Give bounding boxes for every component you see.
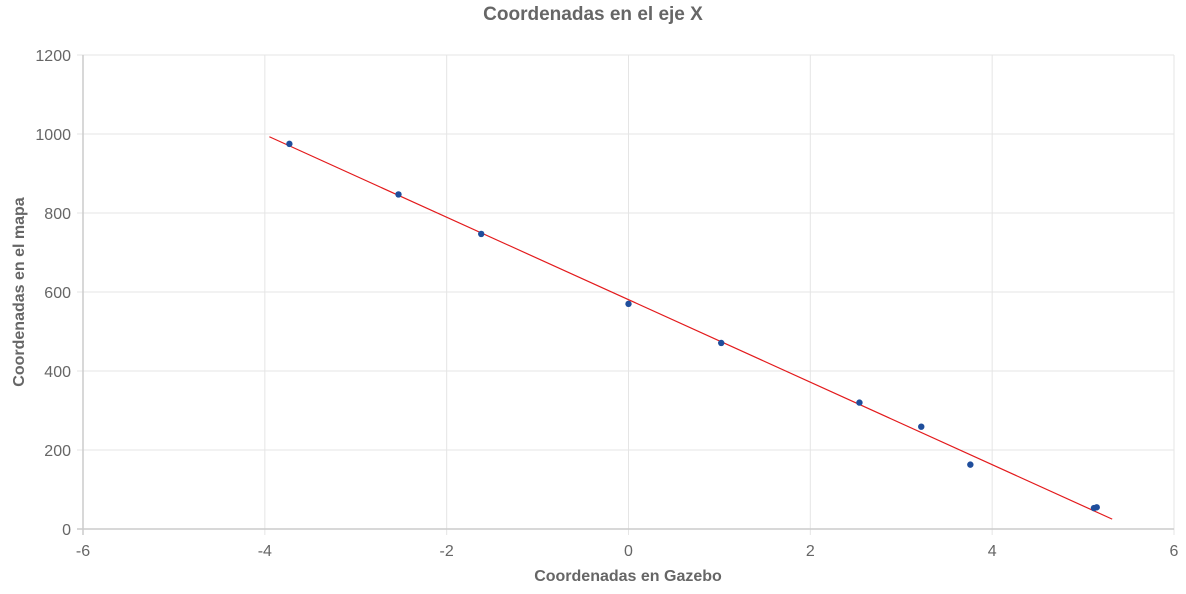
x-tick-label: 6	[1170, 543, 1179, 560]
x-tick-label: 4	[988, 543, 997, 560]
y-tick-label: 1200	[35, 48, 71, 65]
y-tick-label: 200	[44, 443, 71, 460]
trend-line	[269, 136, 1113, 520]
data-point[interactable]	[967, 461, 974, 468]
x-tick-label: 0	[624, 543, 633, 560]
x-tick-label: 2	[806, 543, 815, 560]
data-point[interactable]	[718, 339, 725, 347]
y-tick-label: 0	[62, 522, 71, 539]
y-tick-label: 600	[44, 285, 71, 302]
y-tick-label: 800	[44, 206, 71, 223]
data-point[interactable]	[625, 300, 632, 308]
x-tick-label: -4	[258, 543, 272, 560]
data-point[interactable]	[1093, 504, 1100, 511]
x-axis-title: Coordenadas en Gazebo	[534, 568, 722, 585]
y-tick-label: 1000	[35, 127, 71, 144]
y-axis-title: Coordenadas en el mapa	[11, 197, 28, 386]
x-tick-label: -2	[440, 543, 454, 560]
chart-title: Coordenadas en el eje X	[483, 4, 703, 25]
data-point[interactable]	[478, 230, 485, 238]
data-point[interactable]	[856, 399, 863, 406]
data-point[interactable]	[395, 191, 402, 198]
x-tick-label: -6	[76, 543, 90, 560]
y-tick-label: 400	[44, 364, 71, 381]
data-point[interactable]	[918, 423, 925, 430]
data-point[interactable]	[286, 140, 293, 148]
